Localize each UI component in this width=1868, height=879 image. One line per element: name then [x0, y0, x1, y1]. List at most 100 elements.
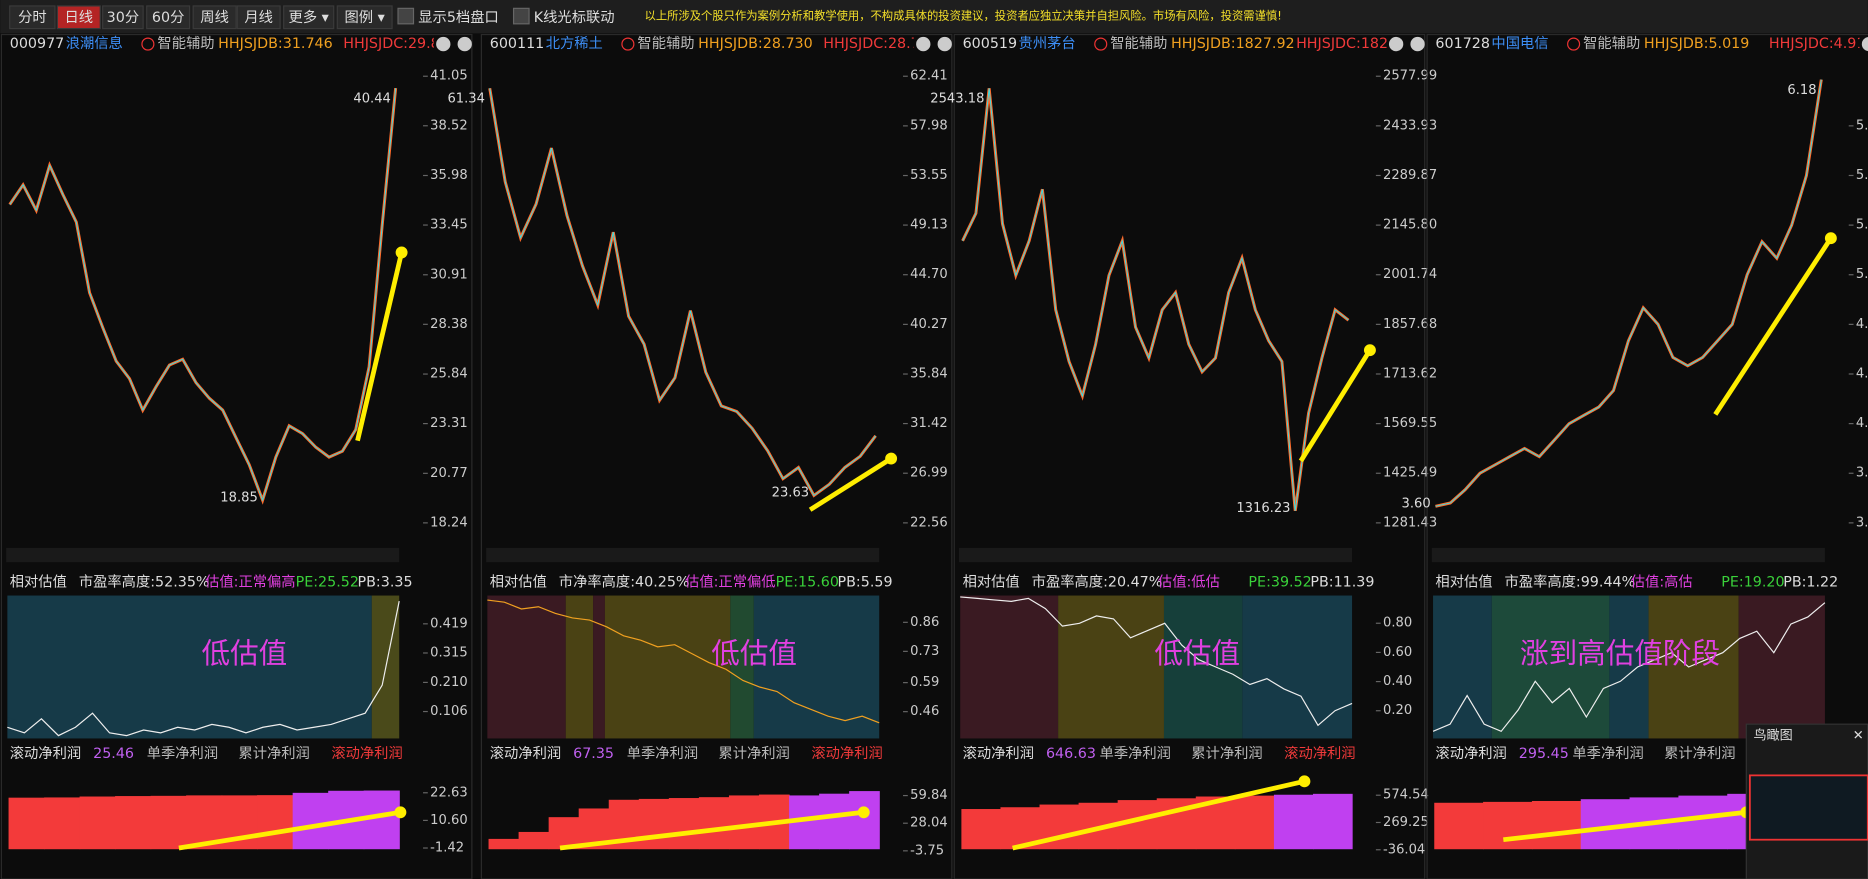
y-tick-label: 59.84: [910, 788, 948, 803]
close-button[interactable]: [937, 36, 952, 52]
profit-tab: 累计净利润: [238, 745, 309, 762]
help-button[interactable]: [1861, 36, 1868, 52]
help-button[interactable]: [916, 36, 931, 52]
stock-name: 浪潮信息: [66, 35, 123, 52]
y-tick-label: 1569.55: [1383, 416, 1437, 431]
minimap-title: 鸟瞰图: [1753, 728, 1792, 744]
help-button[interactable]: [1388, 36, 1404, 52]
y-tick-label: 18.24: [430, 515, 468, 530]
toolbar-button[interactable]: [336, 5, 393, 30]
y-tick-label: 2001.74: [1383, 267, 1437, 282]
minimap-view[interactable]: [1748, 774, 1868, 841]
close-button[interactable]: [1410, 36, 1425, 52]
y-tick-label: 0.20: [1383, 703, 1412, 718]
profit-bar: [1273, 794, 1314, 850]
toolbar-button[interactable]: [146, 5, 191, 30]
checkbox[interactable]: [512, 7, 530, 25]
y-tick-label: 1281.43: [1383, 515, 1437, 530]
assist-label: 智能辅助: [157, 35, 214, 52]
y-tick-label: 2145.80: [1383, 218, 1437, 233]
profit-bar: [728, 795, 760, 850]
stock-name: 贵州茅台: [1019, 35, 1076, 52]
valuation-metric: 市净率高度:40.25%: [559, 573, 690, 590]
y-tick-label: 574.54: [1383, 788, 1429, 803]
arrow-head: [857, 806, 870, 819]
y-tick-label: -36.04: [1383, 842, 1425, 857]
arrow: [1503, 809, 1747, 843]
button-label: 60分: [152, 9, 184, 26]
y-tick-label: 44.70: [910, 267, 948, 282]
checkbox-label: K线光标联动: [534, 9, 615, 26]
jdb-value: HHJSJDB:28.730: [698, 36, 813, 52]
profit-bar: [488, 838, 520, 850]
y-tick-label: 25.84: [430, 367, 468, 382]
y-tick-label: 28.04: [910, 816, 948, 831]
panel-border: [480, 33, 953, 879]
stock-panel: 600519 贵州茅台 智能辅助 HHJSJDB:1827.92 HHJSJDC:182…: [930, 33, 1437, 879]
checkbox[interactable]: [397, 7, 415, 25]
profit-header: 滚动净利润 67.35 单季净利润 累计净利润 滚动净利润: [490, 745, 883, 762]
toolbar-button[interactable]: [192, 5, 237, 30]
profit-bar: [668, 798, 700, 850]
disclaimer: 以上所涉及个股只作为案例分析和教学使用，不构成具体的投资建议，投资者应独立决策并…: [645, 9, 1282, 23]
profit-bar: [698, 797, 730, 850]
assist-label: 智能辅助: [637, 35, 694, 52]
pe-value: PE:39.52: [1248, 574, 1311, 590]
profit-bar: [79, 796, 116, 850]
toolbar-button[interactable]: [283, 5, 335, 30]
y-tick-label: 5.3: [1856, 218, 1868, 233]
profit-value: 295.45: [1519, 746, 1569, 762]
valuation-line: [487, 599, 880, 724]
valuation-band: [1738, 595, 1825, 739]
profit-tab: 累计净利润: [1664, 745, 1735, 762]
y-tick-label: 10.60: [430, 813, 468, 828]
profit-tab: 单季净利润: [1572, 745, 1643, 762]
valuation-metric: 市盈率高度:99.44%: [1505, 573, 1636, 590]
button-label: 周线: [200, 9, 229, 26]
valuation-label: 相对估值: [490, 573, 547, 590]
profit-label: 滚动净利润: [490, 745, 561, 762]
high-label: 61.34: [447, 91, 485, 106]
profit-bar: [44, 797, 81, 850]
price-line-detail: [9, 88, 397, 502]
arrow: [1298, 348, 1372, 463]
help-button[interactable]: [436, 36, 451, 52]
pb-value: PB:5.59: [838, 574, 893, 590]
y-tick-label: 28.38: [430, 317, 468, 332]
profit-value: 646.63: [1046, 746, 1096, 762]
valuation-metric: 市盈率高度:52.35%: [79, 573, 210, 590]
toolbar-button[interactable]: [236, 5, 281, 30]
profit-bar: [518, 831, 550, 850]
signal-strip: [959, 547, 1353, 563]
toolbar-button[interactable]: [102, 5, 144, 30]
profit-label: 滚动净利润: [1435, 745, 1506, 762]
panel-border: [0, 33, 473, 879]
y-tick-label: 62.41: [910, 69, 948, 84]
y-tick-label: 4.7: [1856, 317, 1868, 332]
arrow-head: [395, 246, 408, 259]
profit-tab: 单季净利润: [1100, 745, 1171, 762]
close-button[interactable]: [457, 36, 472, 52]
low-label: 3.60: [1402, 496, 1431, 511]
y-tick-label: 40.27: [910, 317, 948, 332]
valuation-line: [7, 601, 400, 737]
toolbar-button[interactable]: [56, 5, 101, 30]
toolbar-button[interactable]: [9, 5, 56, 30]
y-tick-label: 41.05: [430, 69, 468, 84]
profit-value: 67.35: [573, 746, 614, 762]
y-tick-label: 4.1: [1856, 416, 1868, 431]
valuation-band: [1609, 595, 1649, 739]
y-tick-label: 30.91: [430, 267, 468, 282]
signal-strip: [6, 547, 400, 563]
valuation-band: [604, 595, 731, 739]
y-tick-label: 0.80: [1383, 616, 1412, 631]
stock-code: 000977: [10, 36, 65, 52]
profit-bar: [1483, 801, 1533, 850]
y-tick-label: 0.59: [910, 675, 939, 690]
valuation-band: [753, 595, 880, 739]
profit-bar: [257, 795, 294, 850]
button-label: 日线: [65, 9, 94, 26]
assist-icon: [1094, 37, 1108, 51]
